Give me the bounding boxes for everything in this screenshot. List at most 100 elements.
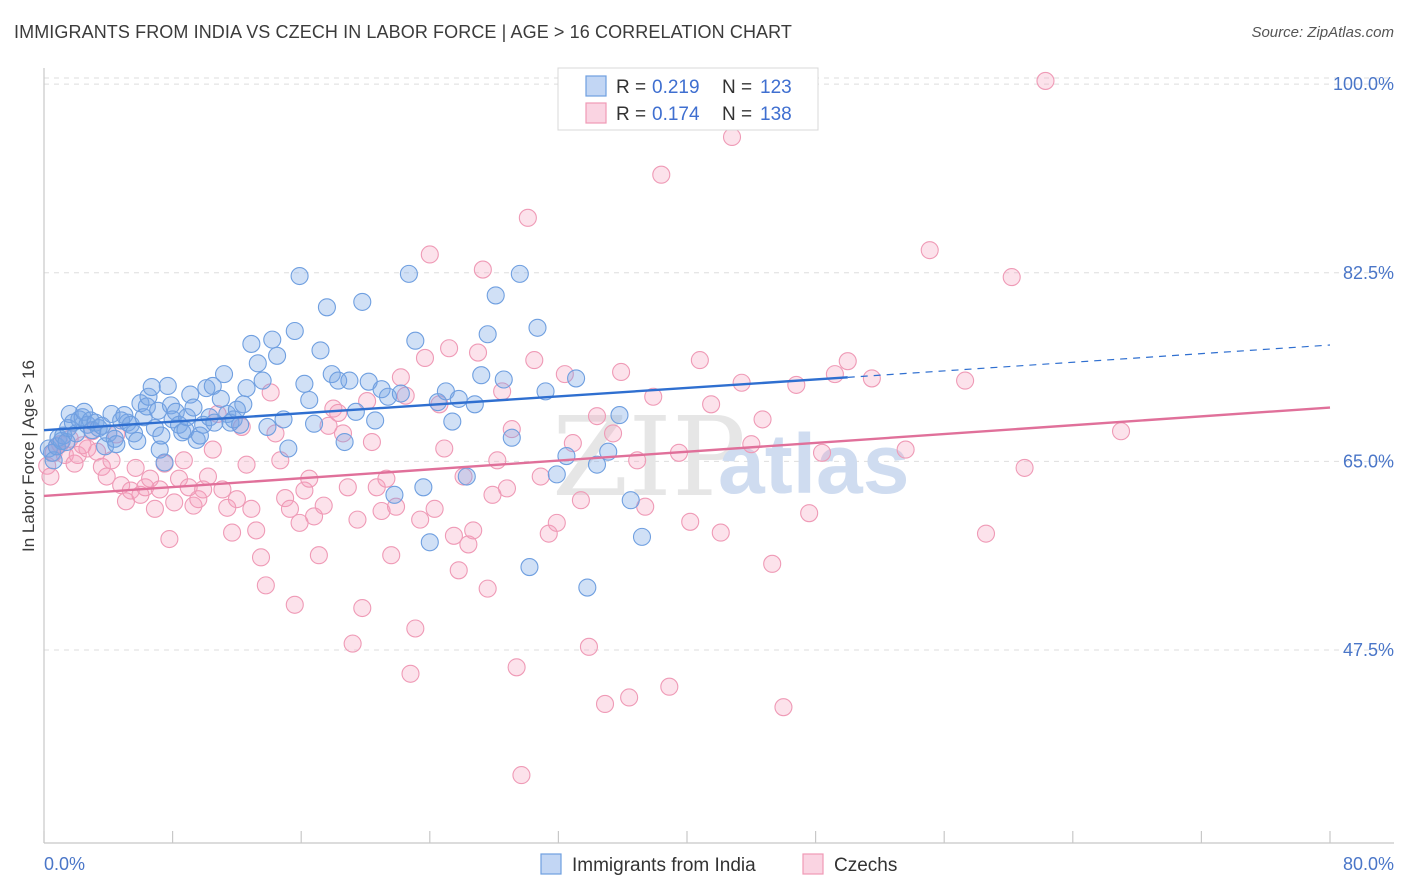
czechs-point <box>189 490 208 509</box>
india-point <box>610 406 629 425</box>
czechs-point <box>722 127 742 147</box>
czechs-point <box>763 554 782 573</box>
india-point <box>486 286 505 305</box>
czechs-point <box>1015 458 1034 477</box>
india-point <box>353 292 372 311</box>
legend-r-label-1: R = <box>616 77 646 98</box>
india-point <box>414 478 433 497</box>
india-point <box>253 371 272 390</box>
india-point <box>420 533 439 552</box>
india-point <box>258 417 277 436</box>
india-point <box>372 380 391 399</box>
india-point <box>547 465 566 484</box>
czechs-point <box>1002 268 1021 287</box>
czechs-point <box>812 443 832 462</box>
czechs-point <box>587 407 607 426</box>
legend-n-value-1: 123 <box>760 77 792 98</box>
india-point <box>366 411 385 430</box>
czechs-point <box>377 469 396 488</box>
czechs-point <box>612 362 631 382</box>
czechs-point <box>1111 422 1131 441</box>
czechs-point <box>406 619 425 638</box>
czechs-point <box>247 521 266 540</box>
india-point <box>155 453 174 472</box>
x-tick-label-min: 0.0% <box>44 854 85 874</box>
legend-n-value-2: 138 <box>760 104 792 125</box>
india-point <box>510 264 529 283</box>
czechs-point <box>518 208 537 227</box>
czechs-point <box>468 343 488 362</box>
india-point <box>465 395 484 414</box>
czechs-point <box>174 451 193 470</box>
czechs-point <box>145 499 164 518</box>
india-point <box>107 435 126 454</box>
legend-n-label-1: N = <box>722 77 752 98</box>
czechs-point <box>343 634 362 653</box>
czechs-point <box>774 698 793 717</box>
india-point <box>621 491 640 510</box>
czechs-point <box>595 694 615 714</box>
india-point <box>237 379 256 398</box>
legend-r-label-2: R = <box>616 104 646 125</box>
india-point <box>290 266 309 286</box>
czechs-trend-line <box>43 406 1331 498</box>
bottom-legend-swatch-india <box>540 853 562 875</box>
czechs-point <box>896 440 915 459</box>
czechs-point <box>160 529 179 549</box>
czechs-point <box>372 501 391 521</box>
czechs-point <box>531 467 550 486</box>
india-point <box>399 264 418 283</box>
czechs-point <box>497 479 517 498</box>
czechs-point <box>620 688 639 707</box>
y-tick-labels: 47.5% 65.0% 82.5% 100.0% <box>1333 74 1394 660</box>
czechs-point <box>165 493 184 512</box>
czechs-point <box>956 371 975 390</box>
czechs-point <box>97 467 116 486</box>
india-point <box>346 402 365 421</box>
watermark: ZIP atlas <box>552 393 909 521</box>
czechs-point <box>753 410 772 429</box>
india-point <box>279 439 298 458</box>
india-point <box>118 413 137 432</box>
chart-title: IMMIGRANTS FROM INDIA VS CZECH IN LABOR … <box>14 22 793 42</box>
legend-swatch-pink <box>585 102 607 124</box>
x-ticks <box>43 831 1331 843</box>
india-point <box>528 318 547 337</box>
czechs-point <box>690 351 709 370</box>
czechs-point <box>742 435 761 454</box>
india-point <box>190 426 209 445</box>
czechs-point <box>652 165 671 184</box>
czechs-point <box>203 440 222 459</box>
trend-lines <box>43 344 1331 498</box>
india-point <box>234 395 253 414</box>
gridlines <box>44 77 1394 651</box>
india-point <box>520 558 539 577</box>
czechs-point <box>420 245 439 264</box>
india-point <box>139 387 158 406</box>
india-point <box>472 366 491 385</box>
india-point <box>567 369 586 388</box>
india-point <box>557 446 576 466</box>
czechs-point <box>644 387 663 406</box>
czechs-point <box>415 348 435 368</box>
india-point <box>587 455 607 474</box>
series-czechs-points <box>38 71 1131 785</box>
series-legend: Immigrants from India Czechs <box>540 853 897 876</box>
india-point <box>317 298 336 317</box>
chart-source: Source: ZipAtlas.com <box>1251 24 1394 41</box>
czechs-point <box>401 664 420 683</box>
czechs-point <box>547 513 566 532</box>
czechs-point <box>464 521 483 540</box>
czechs-point <box>362 432 381 452</box>
czechs-point <box>435 439 454 458</box>
stats-legend: R = 0.219 N = 123 R = 0.174 N = 138 <box>557 67 819 131</box>
india-point <box>457 467 476 486</box>
india-point <box>305 414 324 433</box>
czechs-point <box>440 339 459 358</box>
india-point <box>242 334 261 353</box>
czechs-point <box>242 499 261 518</box>
y-tick-label: 100.0% <box>1333 74 1394 94</box>
india-point <box>248 354 267 373</box>
india-point <box>44 451 63 470</box>
czechs-point <box>579 637 598 656</box>
